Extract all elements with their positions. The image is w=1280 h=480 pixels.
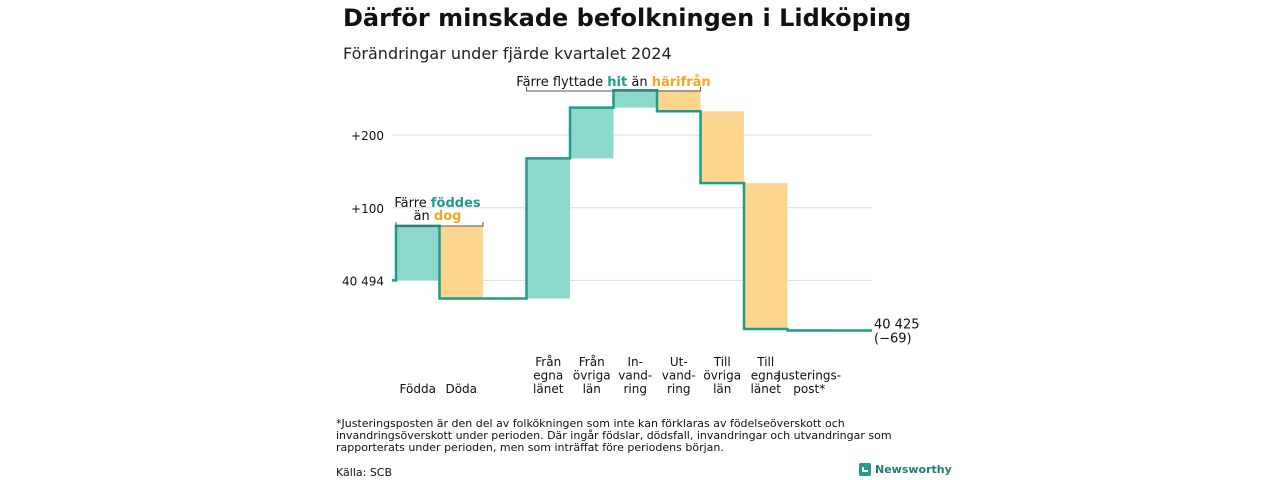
newsworthy-icon xyxy=(859,463,871,476)
annotation-part: härifrån xyxy=(652,75,711,90)
annotation-text: än dog xyxy=(414,209,462,224)
category-label: vand- xyxy=(662,369,696,383)
bar-5 xyxy=(613,90,657,108)
annotation-text: Färre flyttade hit än härifrån xyxy=(516,75,710,90)
source-note: Källa: SCB xyxy=(336,466,393,479)
chart-title: Därför minskade befolkningen i Lidköping xyxy=(343,4,912,32)
annotation-part: Färre xyxy=(394,196,431,211)
category-label: länet xyxy=(533,382,564,396)
annotation-part: Färre flyttade xyxy=(516,75,607,90)
chart-subtitle: Förändringar under fjärde kvartalet 2024 xyxy=(343,44,672,63)
category-label: post* xyxy=(793,382,825,396)
category-label: Från xyxy=(535,355,561,369)
bar-1 xyxy=(396,225,440,281)
cumulative-line xyxy=(392,88,872,332)
annotation-part: dog xyxy=(434,209,462,224)
category-label: Födda xyxy=(400,382,436,396)
brand-name: Newsworthy xyxy=(875,463,952,476)
annotation-part: än xyxy=(627,75,651,90)
brand-logo: Newsworthy xyxy=(859,463,952,476)
category-label: Från xyxy=(579,355,605,369)
category-label: länet xyxy=(751,382,782,396)
category-label: ring xyxy=(624,382,648,396)
end-value-label: 40 425 xyxy=(874,317,920,332)
footnote: *Justeringsposten är den del av folkökni… xyxy=(336,417,892,454)
y-tick-label: +100 xyxy=(351,202,384,216)
category-label: övriga xyxy=(703,369,741,383)
y-tick-label: +200 xyxy=(351,129,384,143)
category-label: egna xyxy=(533,369,563,383)
bar-4 xyxy=(570,107,614,159)
category-label: In- xyxy=(628,355,643,369)
category-label: övriga xyxy=(573,369,611,383)
category-label: län xyxy=(583,382,601,396)
category-label: län xyxy=(713,382,731,396)
y-tick-label: 40 494 xyxy=(342,274,384,288)
annotation-text: Färre föddes xyxy=(394,196,481,211)
category-label: ring xyxy=(667,382,691,396)
category-label: Ut- xyxy=(670,355,688,369)
bars xyxy=(396,90,831,331)
step-line xyxy=(392,88,872,332)
bar-2 xyxy=(439,225,483,299)
annotation-part: föddes xyxy=(431,196,481,211)
annotation-part: hit xyxy=(607,75,627,90)
bar-3 xyxy=(526,158,570,299)
category-label: vand- xyxy=(618,369,652,383)
category-label: Döda xyxy=(445,382,477,396)
end-value-label: (−69) xyxy=(874,331,912,346)
category-label: Till xyxy=(756,355,774,369)
annotation-bracket xyxy=(526,87,701,92)
category-label: Till xyxy=(713,355,731,369)
category-label: Justerings- xyxy=(776,369,841,383)
bar-8 xyxy=(744,183,788,330)
bar-6 xyxy=(657,90,701,112)
annotation-bracket xyxy=(395,222,484,227)
annotation-part: än xyxy=(414,209,434,224)
bar-7 xyxy=(700,111,744,184)
category-label: egna xyxy=(751,369,781,383)
